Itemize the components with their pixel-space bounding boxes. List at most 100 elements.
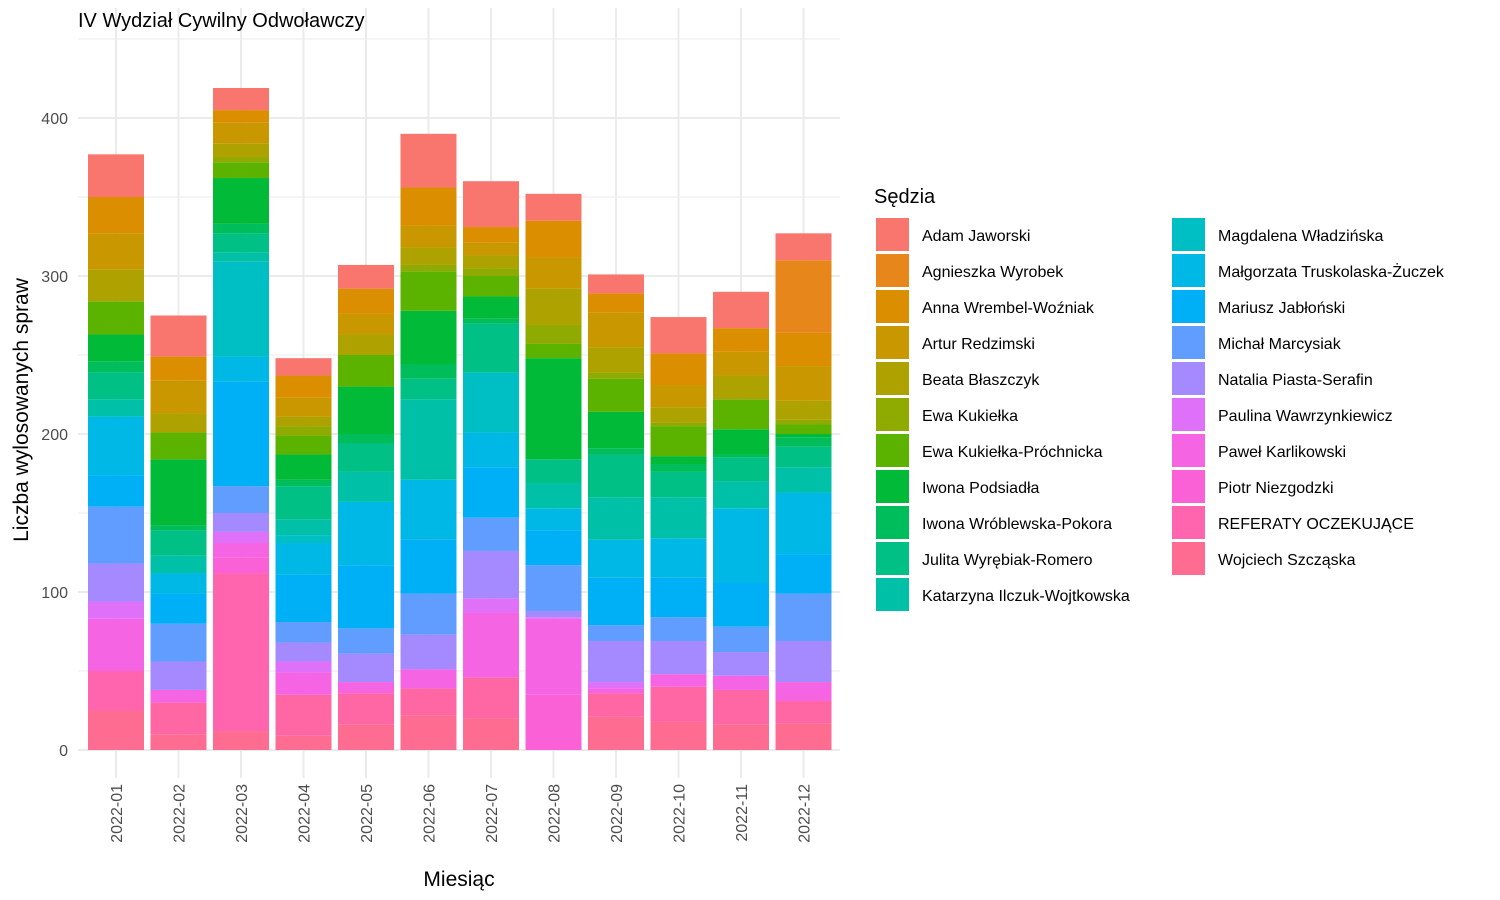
legend-item: Michał Marcysiak xyxy=(1172,326,1342,359)
bar-segment xyxy=(88,506,144,564)
x-tick-label: 2022-04 xyxy=(297,784,314,843)
bar-segment xyxy=(775,640,832,683)
legend-item: Natalia Piasta-Serafin xyxy=(1172,362,1373,395)
bar-segment xyxy=(713,429,769,455)
bar-segment xyxy=(88,671,144,711)
bar-segment xyxy=(88,416,144,476)
x-tick-label: 2022-05 xyxy=(359,784,376,843)
bar-segment xyxy=(400,310,457,365)
legend-item: Ewa Kukiełka-Próchnicka xyxy=(876,434,1103,467)
bar-stack-2022-02 xyxy=(150,315,207,750)
bar-segment xyxy=(525,482,582,509)
bar-segment xyxy=(213,252,269,262)
legend-item: Ewa Kukiełka xyxy=(876,398,1018,431)
legend-key xyxy=(876,218,909,251)
legend-label: Małgorzata Truskolaska-Żuczek xyxy=(1218,262,1445,281)
bar-segment xyxy=(713,375,769,400)
bar-segment xyxy=(525,508,582,531)
bar-segment xyxy=(713,454,769,458)
bar-segment xyxy=(213,557,269,574)
x-tick-label: 2022-07 xyxy=(484,784,501,843)
bar-segment xyxy=(713,724,769,750)
bar-segment xyxy=(775,723,832,750)
legend-label: Adam Jaworski xyxy=(922,228,1030,245)
bar-segment xyxy=(463,372,519,433)
bar-segment xyxy=(150,525,207,531)
bar-stack-2022-12 xyxy=(775,233,832,750)
bar-segment xyxy=(463,718,519,750)
bar-segment xyxy=(463,181,519,228)
bar-segment xyxy=(713,399,769,430)
bar-segment xyxy=(775,424,832,434)
legend-label: Agnieszka Wyrobek xyxy=(922,264,1064,281)
legend-key xyxy=(1172,362,1205,395)
bar-segment xyxy=(650,640,707,675)
bar-segment xyxy=(588,497,644,540)
legend-key xyxy=(1172,326,1205,359)
bar-segment xyxy=(525,358,582,460)
legend-item: REFERATY OCZEKUJĄCE xyxy=(1172,506,1414,539)
bar-segment xyxy=(275,543,332,575)
bar-segment xyxy=(588,372,644,379)
bar-segment xyxy=(525,694,582,750)
bar-segment xyxy=(588,577,644,626)
bar-stack-2022-05 xyxy=(338,264,394,750)
bar-segment xyxy=(150,432,207,460)
bar-segment xyxy=(88,334,144,362)
bar-segment xyxy=(400,247,457,265)
x-axis-ticks: 2022-01 2022-02 2022-03 2022-04 2022-05 2022-… xyxy=(109,784,814,843)
legend-label: Piotr Niezgodzki xyxy=(1218,480,1334,497)
bar-segment xyxy=(463,432,519,468)
bar-segment xyxy=(150,689,207,703)
bar-segment xyxy=(213,178,269,224)
legend-key xyxy=(876,578,909,611)
bar-segment xyxy=(463,550,519,599)
legend-label: Ewa Kukiełka xyxy=(922,408,1018,425)
bar-segment xyxy=(150,734,207,750)
bar-segment xyxy=(275,694,332,736)
bar-segment xyxy=(275,735,332,750)
y-axis-title: Liczba wylosowanych spraw xyxy=(10,277,33,542)
bar-segment xyxy=(88,710,144,750)
legend-label: Anna Wrembel-Woźniak xyxy=(922,300,1095,317)
y-tick-label: 400 xyxy=(41,111,68,128)
bar-segment xyxy=(338,682,394,694)
bar-segment xyxy=(713,626,769,653)
bar-segment xyxy=(650,471,707,498)
y-tick-label: 300 xyxy=(41,269,68,286)
legend-item: Paweł Karlikowski xyxy=(1172,434,1346,467)
y-tick-label: 0 xyxy=(59,743,68,760)
legend-item: Artur Redzimski xyxy=(876,326,1035,359)
bar-segment xyxy=(775,682,832,702)
bar-segment xyxy=(338,443,394,472)
bar-segment xyxy=(650,577,707,618)
bar-segment xyxy=(775,593,832,641)
legend-item: Agnieszka Wyrobek xyxy=(876,254,1064,287)
bar-segment xyxy=(525,324,582,344)
bar-segment xyxy=(463,598,519,613)
bar-segment xyxy=(650,385,707,408)
bar-segment xyxy=(275,397,332,417)
bar-segment xyxy=(400,688,457,716)
bar-segment xyxy=(400,364,457,379)
bar-segment xyxy=(400,133,457,188)
bar-stacks xyxy=(88,87,832,750)
legend-key xyxy=(1172,542,1205,575)
bar-segment xyxy=(713,291,769,329)
bar-segment xyxy=(213,261,269,357)
bar-segment xyxy=(525,618,582,695)
bar-segment xyxy=(275,574,332,623)
bar-segment xyxy=(525,530,582,566)
legend-label: REFERATY OCZEKUJĄCE xyxy=(1218,516,1414,533)
legend-label: Magdalena Władzińska xyxy=(1218,228,1384,245)
bar-segment xyxy=(463,227,519,243)
bar-segment xyxy=(213,513,269,532)
bar-segment xyxy=(338,334,394,355)
bar-segment xyxy=(338,288,394,314)
bar-stack-2022-09 xyxy=(588,274,644,750)
bar-segment xyxy=(650,422,707,427)
legend-item: Mariusz Jabłoński xyxy=(1172,290,1345,323)
bar-segment xyxy=(463,517,519,551)
bar-segment xyxy=(213,531,269,544)
legend-label: Paweł Karlikowski xyxy=(1218,444,1346,461)
